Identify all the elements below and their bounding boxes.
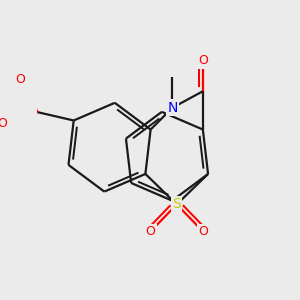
Text: N: N	[167, 101, 178, 115]
Text: O: O	[0, 117, 8, 130]
Text: O: O	[198, 54, 208, 67]
Text: O: O	[15, 73, 25, 86]
Text: S: S	[172, 197, 181, 212]
Text: O: O	[198, 225, 208, 238]
Text: O: O	[146, 225, 155, 238]
